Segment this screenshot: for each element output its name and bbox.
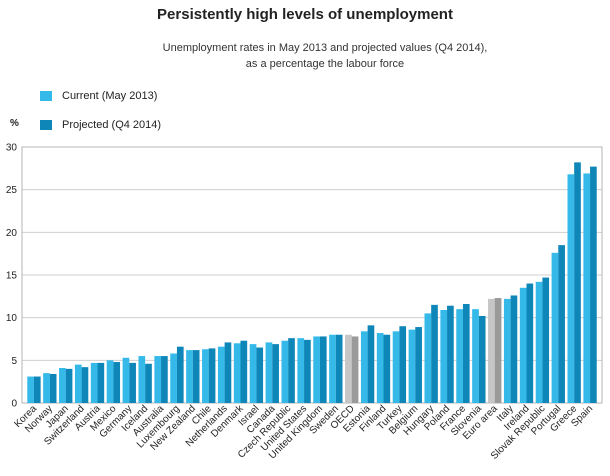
y-tick-label: 25 xyxy=(6,185,18,196)
bar-projected xyxy=(272,344,279,403)
bar-projected xyxy=(526,283,534,403)
bar-current xyxy=(424,313,432,403)
bar-projected xyxy=(335,334,343,403)
bar-projected xyxy=(319,336,327,403)
plot-area xyxy=(21,146,603,404)
bar-projected xyxy=(49,373,57,403)
legend-current-label: Current (May 2013) xyxy=(62,90,158,102)
legend-projected-swatch xyxy=(40,120,52,130)
bar-current xyxy=(90,362,98,403)
legend-current-swatch xyxy=(40,91,52,101)
bar-projected xyxy=(478,315,486,403)
bar-projected xyxy=(288,338,295,403)
bar-current xyxy=(43,373,50,403)
bar-projected xyxy=(431,304,438,403)
bar-current xyxy=(519,287,527,403)
bar-projected xyxy=(383,334,391,403)
bar-projected xyxy=(240,340,248,403)
y-tick-label: 10 xyxy=(6,313,18,324)
bar-projected xyxy=(351,336,359,403)
bar-projected xyxy=(494,298,502,403)
bar-current xyxy=(233,343,241,403)
bar-projected xyxy=(590,166,597,403)
bar-current xyxy=(583,173,591,403)
bar-current xyxy=(567,174,575,403)
legend-projected: Projected (Q4 2014) xyxy=(40,119,161,131)
bar-projected xyxy=(510,295,518,403)
bar-current xyxy=(106,360,114,403)
bar-current xyxy=(217,346,225,403)
bar-current xyxy=(392,331,400,403)
y-tick-label: 15 xyxy=(6,271,18,282)
bar-current xyxy=(408,329,416,403)
y-tick-label: 20 xyxy=(6,228,18,239)
legend-projected-label: Projected (Q4 2014) xyxy=(62,119,162,131)
bar-projected xyxy=(208,348,216,403)
bar-current xyxy=(360,331,368,403)
bar-current xyxy=(154,356,162,403)
bar-projected xyxy=(415,327,422,403)
bar-projected xyxy=(304,339,311,403)
bar-current xyxy=(488,298,495,403)
bar-current xyxy=(122,357,130,403)
y-tick-label: 0 xyxy=(11,399,17,410)
bar-current xyxy=(551,252,559,403)
bar-projected xyxy=(81,367,89,403)
bar-current xyxy=(186,350,193,403)
bar-projected xyxy=(113,362,121,403)
bar-current xyxy=(138,356,146,403)
bar-projected xyxy=(65,368,73,403)
bar-current xyxy=(376,333,384,403)
chart-subtitle-line1: Unemployment rates in May 2013 and proje… xyxy=(162,42,488,54)
legend-current: Current (May 2013) xyxy=(40,90,157,102)
bar-projected xyxy=(447,305,454,403)
bar-current xyxy=(503,298,511,403)
bar-projected xyxy=(97,362,105,403)
bar-current xyxy=(345,334,352,403)
bar-current xyxy=(202,349,209,403)
bar-projected xyxy=(224,342,232,403)
y-tick-label: 30 xyxy=(6,143,18,154)
bar-current xyxy=(59,368,66,403)
bar-current xyxy=(74,364,82,403)
bar-current xyxy=(440,309,448,403)
bar-current xyxy=(27,376,34,403)
bar-current xyxy=(535,281,543,403)
bar-projected xyxy=(574,162,581,403)
bar-current xyxy=(472,309,479,403)
bar-projected xyxy=(161,356,168,403)
bar-projected xyxy=(256,347,264,403)
bar-projected xyxy=(33,376,41,403)
chart-title: Persistently high levels of unemployment xyxy=(157,6,453,23)
bar-projected xyxy=(462,304,470,403)
bar-projected xyxy=(542,277,550,403)
bar-projected xyxy=(192,350,200,403)
bar-projected xyxy=(558,245,565,403)
y-unit-label: % xyxy=(10,118,19,129)
bar-projected xyxy=(367,325,375,403)
bar-projected xyxy=(399,326,407,403)
bar-projected xyxy=(176,346,184,403)
bar-current xyxy=(249,344,257,403)
y-tick-label: 5 xyxy=(11,356,17,367)
bar-current xyxy=(170,353,177,403)
bar-current xyxy=(456,309,463,403)
bar-current xyxy=(313,336,320,403)
bar-current xyxy=(329,334,336,403)
bar-current xyxy=(265,342,273,403)
bar-projected xyxy=(129,362,136,403)
bar-current xyxy=(297,338,305,403)
bar-current xyxy=(281,340,289,403)
chart-subtitle-line2: as a percentage the labour force xyxy=(245,58,405,70)
bar-projected xyxy=(145,363,152,403)
